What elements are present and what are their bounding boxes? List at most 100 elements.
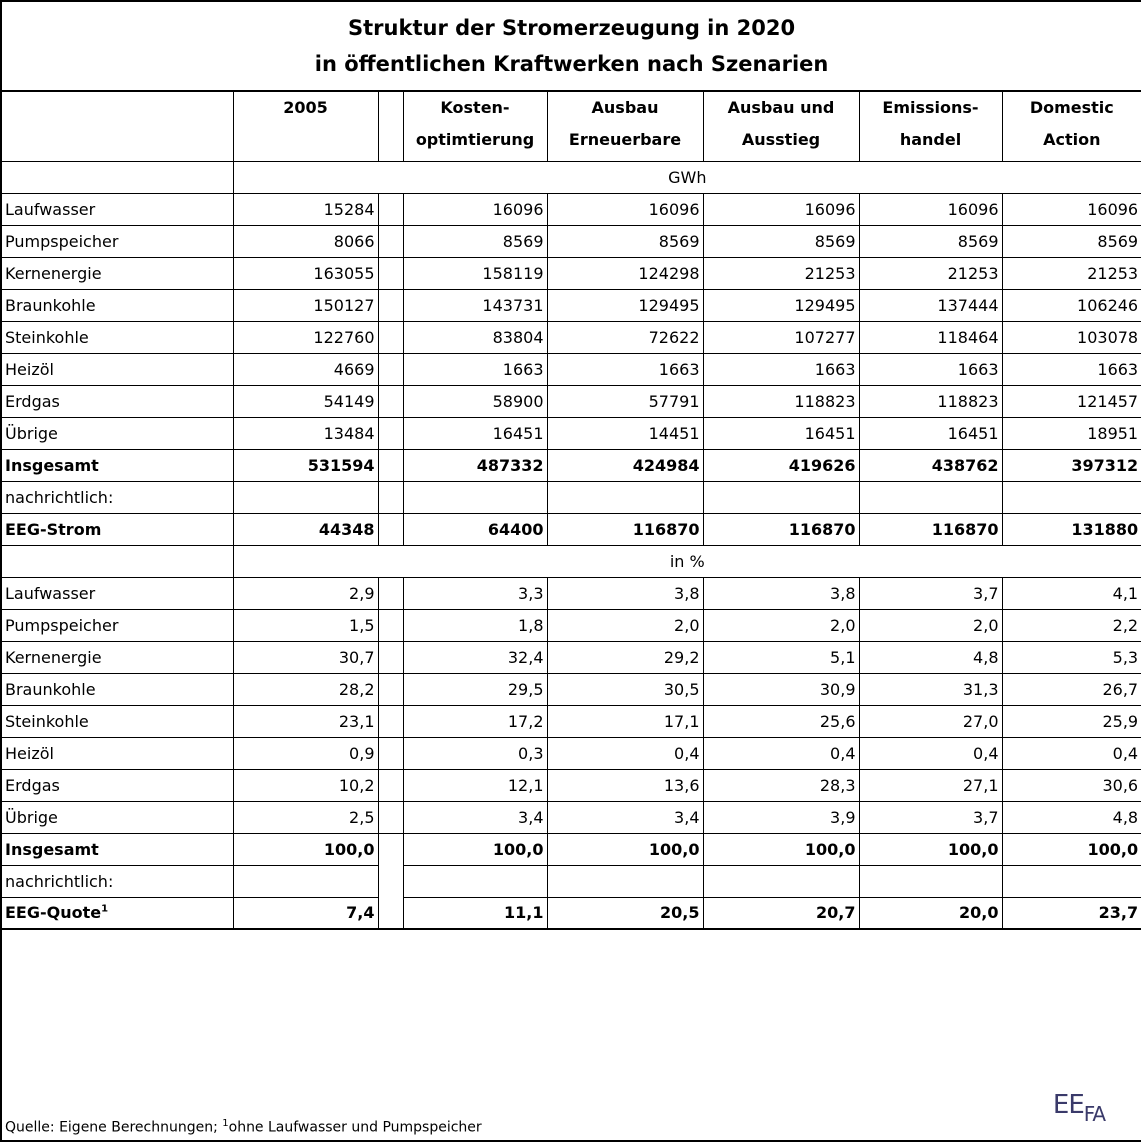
data-row: Heizöl 4669 1663 1663 1663 1663 1663 xyxy=(0,352,1141,386)
spacer-cell xyxy=(377,865,404,897)
header-line: Ausbau xyxy=(591,98,659,117)
cell-value: 20,7 xyxy=(702,896,860,930)
spacer-cell xyxy=(377,352,404,386)
cell-value: 15284 xyxy=(232,192,379,226)
cell-value: 100,0 xyxy=(702,832,860,866)
column-header: Ausbau Erneuerbare xyxy=(546,90,704,162)
cell-value: 16451 xyxy=(402,416,548,450)
header-row: 2005 Kosten-optimtierung Ausbau Erneuerbare… xyxy=(0,90,1141,162)
row-label: Steinkohle xyxy=(0,320,234,354)
footnote-text: ohne Laufwasser und Pumpspeicher xyxy=(228,1120,482,1136)
cell-value: 18951 xyxy=(1001,416,1141,450)
spacer-cell xyxy=(377,576,404,610)
cell-value: 163055 xyxy=(232,256,379,290)
cell-value: 3,7 xyxy=(858,800,1003,834)
row-label: Erdgas xyxy=(0,768,234,802)
column-header: Domestic Action xyxy=(1001,90,1141,162)
cell-value: 58900 xyxy=(402,384,548,418)
empty-cell xyxy=(0,544,234,578)
row-label: nachrichtlich: xyxy=(0,864,234,898)
cell-value: 1663 xyxy=(702,352,860,386)
cell-value: 3,9 xyxy=(702,800,860,834)
cell-value: 124298 xyxy=(546,256,704,290)
cell-value: 30,9 xyxy=(702,672,860,706)
cell-value: 31,3 xyxy=(858,672,1003,706)
cell-value: 531594 xyxy=(232,448,379,482)
cell-value: 16096 xyxy=(702,192,860,226)
empty-cell xyxy=(232,480,379,514)
total-row: Insgesamt 100,0 100,0 100,0 100,0 100,0 100,0 xyxy=(0,832,1141,866)
cell-value: 20,0 xyxy=(858,896,1003,930)
cell-value: 3,4 xyxy=(402,800,548,834)
cell-value: 129495 xyxy=(702,288,860,322)
cell-value: 438762 xyxy=(858,448,1003,482)
cell-value: 30,6 xyxy=(1001,768,1141,802)
cell-value: 83804 xyxy=(402,320,548,354)
header-line: handel xyxy=(899,130,962,149)
cell-value: 158119 xyxy=(402,256,548,290)
row-label: Heizöl xyxy=(0,736,234,770)
cell-value: 3,8 xyxy=(546,576,704,610)
cell-value: 8569 xyxy=(702,224,860,258)
title-row: Struktur der Stromerzeugung in 2020 in öf… xyxy=(0,0,1141,92)
cell-value: 16451 xyxy=(858,416,1003,450)
data-row: Braunkohle 28,2 29,5 30,5 30,9 31,3 26,7 xyxy=(0,672,1141,706)
cell-value: 16451 xyxy=(702,416,860,450)
cell-value: 28,3 xyxy=(702,768,860,802)
note-row: nachrichtlich: xyxy=(0,480,1141,514)
row-label: Pumpspeicher xyxy=(0,224,234,258)
cell-value: 118823 xyxy=(702,384,860,418)
cell-value: 0,4 xyxy=(858,736,1003,770)
cell-value: 118464 xyxy=(858,320,1003,354)
row-label: Kernenergie xyxy=(0,256,234,290)
cell-value: 8066 xyxy=(232,224,379,258)
cell-value: 11,1 xyxy=(402,896,548,930)
empty-cell xyxy=(702,480,860,514)
empty-cell xyxy=(232,864,379,898)
spacer-cell xyxy=(377,192,404,226)
logo: EEFA xyxy=(1053,1090,1106,1126)
cell-value: 23,7 xyxy=(1001,896,1141,930)
data-row: Laufwasser 15284 16096 16096 16096 16096 16096 xyxy=(0,192,1141,226)
title-line: in öffentlichen Kraftwerken nach Szenari… xyxy=(314,52,829,76)
cell-value: 100,0 xyxy=(858,832,1003,866)
cell-value: 30,5 xyxy=(546,672,704,706)
row-label: Kernenergie xyxy=(0,640,234,674)
spacer-cell xyxy=(377,832,404,865)
cell-value: 3,3 xyxy=(402,576,548,610)
cell-value: 100,0 xyxy=(402,832,548,866)
header-line: Domestic xyxy=(1029,98,1114,117)
row-label: Übrige xyxy=(0,800,234,834)
cell-value: 17,2 xyxy=(402,704,548,738)
cell-value: 29,5 xyxy=(402,672,548,706)
header-line: Erneuerbare xyxy=(568,130,682,149)
spacer-cell xyxy=(377,800,404,834)
cell-value: 32,4 xyxy=(402,640,548,674)
cell-value: 2,0 xyxy=(546,608,704,642)
cell-value: 1663 xyxy=(1001,352,1141,386)
cell-value: 8569 xyxy=(546,224,704,258)
header-line: Action xyxy=(1043,130,1101,149)
cell-value: 118823 xyxy=(858,384,1003,418)
spacer-cell xyxy=(377,416,404,450)
cell-value: 122760 xyxy=(232,320,379,354)
cell-value: 21253 xyxy=(1001,256,1141,290)
empty-cell xyxy=(1001,480,1141,514)
row-label: Insgesamt xyxy=(0,448,234,482)
row-label: nachrichtlich: xyxy=(0,480,234,514)
cell-value: 137444 xyxy=(858,288,1003,322)
cell-value: 116870 xyxy=(546,512,704,546)
empty-cell xyxy=(702,864,860,898)
cell-value: 4,1 xyxy=(1001,576,1141,610)
cell-value: 4669 xyxy=(232,352,379,386)
total-row: Insgesamt 531594 487332 424984 419626 438762 3… xyxy=(0,448,1141,482)
cell-value: 424984 xyxy=(546,448,704,482)
unit-label: GWh xyxy=(232,160,1141,194)
cell-value: 0,4 xyxy=(1001,736,1141,770)
cell-value: 106246 xyxy=(1001,288,1141,322)
footer-cell: Quelle: Eigene Berechnungen; 1ohne Laufw… xyxy=(0,928,1141,1142)
cell-value: 7,4 xyxy=(232,896,379,930)
cell-value: 25,6 xyxy=(702,704,860,738)
row-label: Pumpspeicher xyxy=(0,608,234,642)
